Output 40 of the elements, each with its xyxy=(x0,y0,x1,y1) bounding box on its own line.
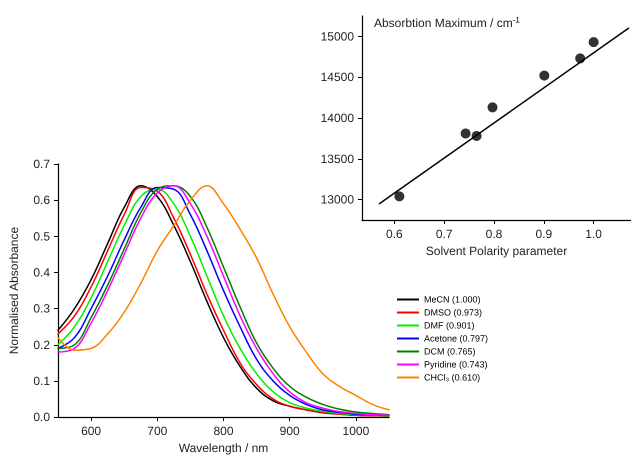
legend-label: DMF (0.901) xyxy=(424,320,475,330)
y-tick-label: 0.0 xyxy=(33,410,50,424)
point xyxy=(460,128,471,138)
legend-label: DCM (0.765) xyxy=(424,346,476,356)
y-tick-label: 0.5 xyxy=(33,229,50,244)
y-tick-label: 13000 xyxy=(320,192,354,207)
y-tick-label: 0.4 xyxy=(33,265,50,280)
point xyxy=(472,130,482,141)
x-tick-label: 800 xyxy=(213,424,234,438)
x-tick-label: 1000 xyxy=(342,424,370,438)
x-tick-label: 600 xyxy=(81,424,102,438)
x-axis-title: Solvent Polarity parameter xyxy=(426,244,568,258)
x-tick-label: 900 xyxy=(280,424,300,438)
y-tick-label: 0.2 xyxy=(33,338,50,352)
point xyxy=(575,53,586,64)
y-tick-label: 15000 xyxy=(320,29,354,44)
x-tick-label: 700 xyxy=(147,424,168,438)
y-tick-label: 14500 xyxy=(320,70,354,84)
y-tick-label: 0.3 xyxy=(33,302,50,316)
legend-label: Pyridine (0.743) xyxy=(424,360,488,370)
y-tick-label: 0.6 xyxy=(33,193,50,208)
point xyxy=(394,191,404,202)
legend-label: DMSO (0.973) xyxy=(424,308,482,318)
y-tick-label: 0.7 xyxy=(33,157,50,171)
x-tick-label: 0.7 xyxy=(436,227,453,241)
y-tick-label: 14000 xyxy=(320,111,354,125)
y-tick-label: 13500 xyxy=(320,152,354,166)
x-tick-label: 0.9 xyxy=(535,227,552,241)
y-tick-label: 0.1 xyxy=(33,374,50,388)
legend-label: Acetone (0.797) xyxy=(424,334,488,344)
x-axis-title: Wavelength / nm xyxy=(178,441,268,455)
legend-label: CHCl₃ (0.610) xyxy=(424,372,480,382)
x-tick-label: 0.8 xyxy=(486,227,503,241)
point xyxy=(539,70,550,81)
x-tick-label: 0.6 xyxy=(386,227,404,241)
y-axis-title: Normalised Absorbance xyxy=(7,226,21,354)
legend-label: MeCN (1.000) xyxy=(424,294,481,304)
x-tick-label: 1.0 xyxy=(585,227,602,241)
point xyxy=(588,37,599,48)
point xyxy=(488,102,498,112)
